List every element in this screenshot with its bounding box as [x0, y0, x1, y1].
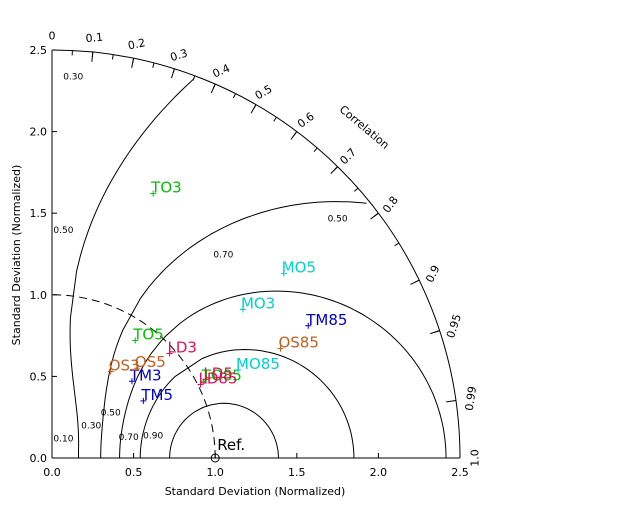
- data-point-marker: [166, 350, 173, 357]
- correlation-minor-tick: [374, 212, 379, 217]
- correlation-tick-label: 0.5: [253, 82, 275, 102]
- data-point-label: LD85: [199, 370, 238, 388]
- reference-label: Ref.: [217, 436, 245, 454]
- tick-layer: 0.0 0.5 1.0 1.5 2.0 2.50.00.51.01.52.02.50 0.1…: [30, 29, 482, 479]
- correlation-minor-tick: [172, 68, 175, 74]
- y-tick-label: 2.5: [30, 44, 48, 57]
- skill-contour: [139, 348, 355, 458]
- data-point-marker: [133, 365, 140, 372]
- data-point-label: MO3: [241, 294, 275, 312]
- correlation-tick-label: 0: [49, 29, 56, 42]
- contour-label: 0.30: [81, 422, 101, 432]
- correlation-minor-tick: [132, 58, 135, 64]
- correlation-tick-label: 0.9: [423, 263, 442, 284]
- data-point-label: TO5: [132, 325, 164, 343]
- outer-arc: [51, 49, 461, 459]
- contour-label: 0.70: [213, 250, 233, 260]
- contour-label: 0.50: [328, 214, 348, 224]
- x-tick-label: 1.5: [288, 466, 306, 479]
- correlation-tick-label: 0.95: [444, 313, 464, 340]
- reference-point: [210, 453, 220, 463]
- data-point-marker: [140, 397, 147, 404]
- data-point-label: TO3: [150, 179, 182, 197]
- contour-label: 0.70: [119, 433, 139, 443]
- data-point-marker: [305, 322, 312, 329]
- contour-label: 0.50: [53, 226, 73, 236]
- x-tick-label: 0.5: [125, 466, 143, 479]
- correlation-tick-mark: [446, 399, 456, 403]
- correlation-minor-tick: [212, 83, 216, 89]
- y-tick-label: 1.0: [30, 289, 48, 302]
- correlation-tick-label: 0.1: [85, 31, 104, 46]
- data-point-marker: [132, 337, 139, 344]
- data-point-marker: [107, 368, 114, 375]
- data-point-marker: [277, 345, 284, 352]
- data-point-label: LD3: [168, 339, 197, 357]
- correlation-minor-tick: [333, 166, 338, 171]
- skill-contour: [69, 78, 195, 458]
- correlation-tick-label: 0.99: [463, 385, 479, 411]
- data-point-marker: [239, 306, 246, 313]
- correlation-minor-tick: [232, 93, 237, 99]
- correlation-label: Correlation: [337, 103, 392, 152]
- y-axis-label: Standard Deviation (Normalized): [10, 165, 23, 346]
- data-point-marker: [280, 270, 287, 277]
- data-point-label: LD5: [203, 365, 232, 383]
- correlation-minor-tick: [152, 62, 155, 68]
- x-tick-label: 1.0: [206, 466, 224, 479]
- points-layer: Ref.TO3TO5TO85MO5MO3MO85TM85TM3TM5OS85OS…: [107, 179, 347, 463]
- data-point-marker: [235, 366, 242, 373]
- y-tick-label: 1.5: [30, 207, 48, 220]
- x-axis-label: Standard Deviation (Normalized): [165, 485, 346, 498]
- contour-label: 0.50: [101, 409, 121, 419]
- data-point-marker: [197, 381, 204, 388]
- data-point-label: MO85: [236, 355, 280, 373]
- correlation-tick-label: 0.3: [169, 46, 190, 64]
- correlation-tick-label: 0.2: [127, 36, 147, 52]
- correlation-tick-label: 1.0: [469, 449, 482, 467]
- contour-label: 0.10: [53, 435, 73, 445]
- correlation-minor-tick: [293, 131, 298, 136]
- correlation-tick-label: 0.4: [211, 62, 232, 81]
- correlation-tick-label: 0.6: [295, 110, 317, 131]
- data-point-label: OS3: [109, 357, 140, 375]
- contour-label: 0.30: [63, 72, 83, 82]
- correlation-minor-tick: [111, 54, 114, 60]
- correlation-tick-label: 0.8: [380, 194, 401, 216]
- data-point-label: TM5: [140, 386, 173, 404]
- x-tick-label: 2.0: [370, 466, 388, 479]
- data-point-label: OS5: [135, 353, 166, 371]
- data-point-label: OS85: [278, 334, 318, 352]
- data-point-marker: [202, 376, 209, 383]
- axes-layer: [51, 49, 461, 459]
- y-tick-label: 0.0: [30, 452, 48, 465]
- data-point-label: MO5: [282, 259, 316, 277]
- data-point-marker: [150, 190, 157, 197]
- skill-contour: [119, 290, 447, 458]
- data-point-marker: [128, 378, 135, 385]
- x-tick-label: 0.0: [43, 466, 61, 479]
- correlation-minor-tick: [434, 330, 440, 333]
- correlation-tick-label: 0.7: [337, 146, 359, 168]
- contour-layer: 0.100.300.500.70 0.900.700.500.500.30: [51, 72, 447, 459]
- correlation-minor-tick: [273, 116, 277, 122]
- correlation-minor-tick: [313, 147, 318, 152]
- skill-contour: [100, 201, 367, 458]
- x-tick-label: 2.5: [451, 466, 469, 479]
- correlation-minor-tick: [414, 279, 420, 283]
- data-point-label: TM85: [305, 311, 347, 329]
- correlation-minor-tick: [192, 75, 196, 81]
- data-point-label: TO85: [201, 366, 242, 384]
- correlation-minor-tick: [353, 187, 359, 192]
- y-tick-label: 2.0: [30, 126, 48, 139]
- contour-label: 0.90: [143, 431, 163, 441]
- correlation-minor-tick: [394, 242, 400, 247]
- y-tick-label: 0.5: [30, 370, 48, 383]
- correlation-minor-tick: [253, 104, 257, 110]
